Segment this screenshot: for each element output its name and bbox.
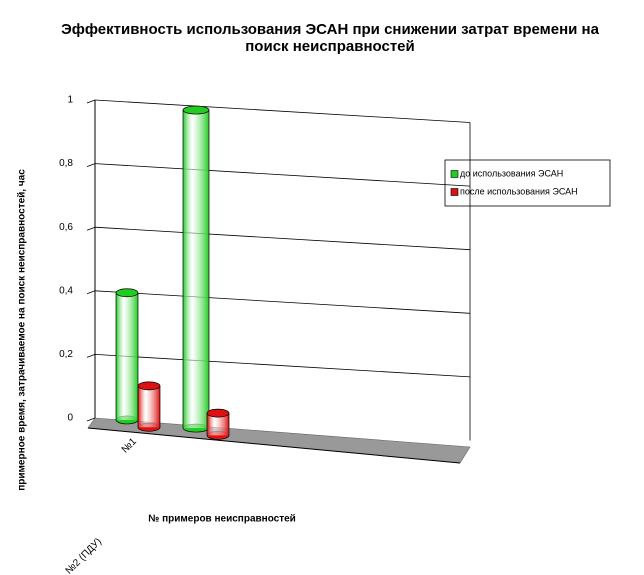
bar — [138, 385, 160, 428]
y-tick-label: 0,2 — [59, 349, 73, 360]
grid-line — [94, 290, 471, 314]
y-tick — [86, 226, 96, 231]
legend-label: до использования ЭСАН — [460, 168, 563, 178]
y-tick-label: 0,6 — [59, 222, 73, 233]
grid-line — [94, 226, 471, 251]
y-axis-title: примерное время, затрачиваемое на поиск … — [17, 169, 28, 491]
grid-line — [94, 354, 471, 378]
legend-label: после использования ЭСАН — [460, 186, 578, 196]
cylinder-top — [206, 408, 230, 418]
x-axis — [87, 427, 461, 464]
x-tick-label: №2 (ПДУ) — [64, 536, 104, 575]
y-tick — [86, 99, 96, 104]
cylinder-top — [115, 288, 139, 298]
y-tick — [86, 163, 96, 167]
legend-swatch — [450, 188, 459, 196]
y-tick-label: 0,8 — [59, 158, 73, 169]
grid-line — [94, 163, 471, 187]
chart-title: Эффективность использования ЭСАН при сни… — [61, 21, 600, 38]
grid-line — [94, 99, 471, 123]
cylinder-top — [137, 381, 161, 391]
cylinder-top — [182, 105, 210, 115]
y-tick — [86, 290, 96, 295]
bar — [207, 413, 229, 436]
y-tick — [86, 417, 96, 422]
x-tick-label: №1 — [120, 436, 140, 456]
y-tick-label: 0 — [67, 413, 73, 424]
y-tick — [86, 354, 96, 358]
bar — [183, 110, 209, 429]
y-tick-label: 1 — [67, 95, 73, 106]
chart-title: поиск неисправностей — [245, 38, 415, 55]
y-tick-label: 0,4 — [59, 285, 73, 296]
bar — [116, 292, 138, 420]
legend-swatch — [450, 170, 459, 178]
legend — [444, 159, 611, 207]
x-axis-title: № примеров неисправностей — [148, 514, 296, 525]
